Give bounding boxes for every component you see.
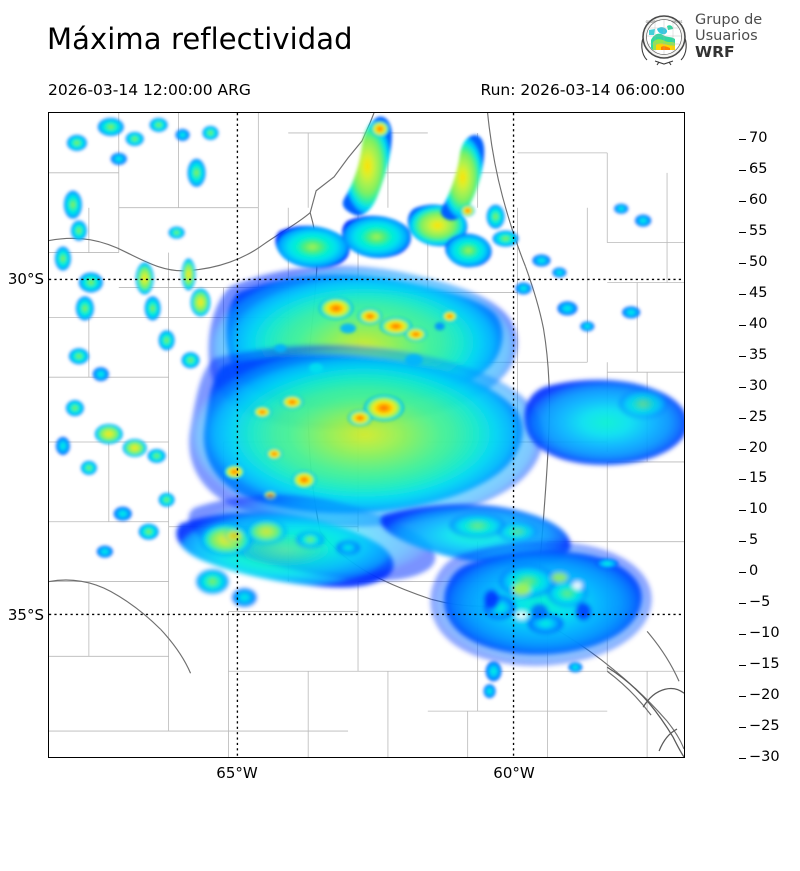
colorbar-tick (739, 758, 746, 759)
colorbar-tick (739, 696, 746, 698)
colorbar-tick-label: 45 (749, 284, 768, 301)
colorbar-tick (739, 200, 746, 202)
colorbar-tick-label: 65 (749, 160, 768, 177)
colorbar-tick-label: 5 (749, 532, 759, 549)
colorbar-tick-label: 10 (749, 501, 768, 518)
colorbar-tick-label: −5 (749, 594, 771, 611)
colorbar-tick (739, 727, 746, 729)
coastline (606, 666, 684, 757)
colorbar-tick (739, 139, 746, 140)
colorbar-tick (739, 386, 746, 388)
colorbar-tick (739, 231, 746, 233)
logo-line-2: Usuarios (695, 27, 758, 44)
colorbar-tick (739, 293, 746, 295)
colorbar[interactable]: dBZ (712, 112, 739, 758)
colorbar-tick (739, 541, 746, 543)
ytick-35s: 35°S (7, 606, 44, 624)
colorbar-tick-label: 50 (749, 253, 768, 270)
colorbar-tick-label: 15 (749, 470, 768, 487)
page-title: Máxima reflectividad (47, 22, 353, 56)
colorbar-tick-label: 0 (749, 563, 759, 580)
colorbar-tick (739, 572, 746, 574)
colorbar-tick (739, 479, 746, 481)
colorbar-tick-label: 30 (749, 377, 768, 394)
colorbar-tick-label: 60 (749, 191, 768, 208)
colorbar-tick (739, 355, 746, 357)
colorbar-tick (739, 169, 746, 171)
reflectivity-field (54, 116, 684, 699)
logo-line-3: WRF (695, 43, 735, 61)
colorbar-tick-label: 70 (749, 130, 768, 146)
colorbar-tick-label: 20 (749, 439, 768, 456)
graticule (49, 113, 684, 757)
reflectivity-map (49, 113, 684, 757)
colorbar-tick-label: −15 (749, 656, 780, 673)
colorbar-tick (739, 262, 746, 264)
run-time-label: Run: 2026-03-14 06:00:00 (480, 81, 686, 99)
colorbar-tick-label: −10 (749, 625, 780, 642)
colorbar-tick-label: −20 (749, 687, 780, 704)
colorbar-tick (739, 510, 746, 512)
colorbar-tick (739, 417, 746, 419)
colorbar-tick (739, 665, 746, 667)
map-panel[interactable] (48, 112, 685, 758)
colorbar-tick-label: 35 (749, 346, 768, 363)
colorbar-tick (739, 324, 746, 326)
colorbar-tick (739, 603, 746, 605)
ytick-30s: 30°S (7, 270, 44, 288)
colorbar-tick-label: −25 (749, 718, 780, 735)
logo-line-1: Grupo de (695, 12, 763, 28)
wrf-seal-icon: GRUPO DE USUARIOS (641, 15, 687, 66)
colorbar-tick-label: 40 (749, 315, 768, 332)
colorbar-tick (739, 448, 746, 450)
colorbar-tick-label: −30 (749, 749, 780, 765)
xtick-65w: 65°W (216, 764, 258, 782)
valid-time-label: 2026-03-14 12:00:00 ARG (48, 81, 251, 99)
colorbar-tick-label: 25 (749, 408, 768, 425)
xtick-60w: 60°W (493, 764, 535, 782)
colorbar-tick (739, 634, 746, 636)
colorbar-tick-label: 55 (749, 222, 768, 239)
wrf-logo: GRUPO DE USUARIOS Grupo de Usuarios WRF (637, 11, 795, 71)
